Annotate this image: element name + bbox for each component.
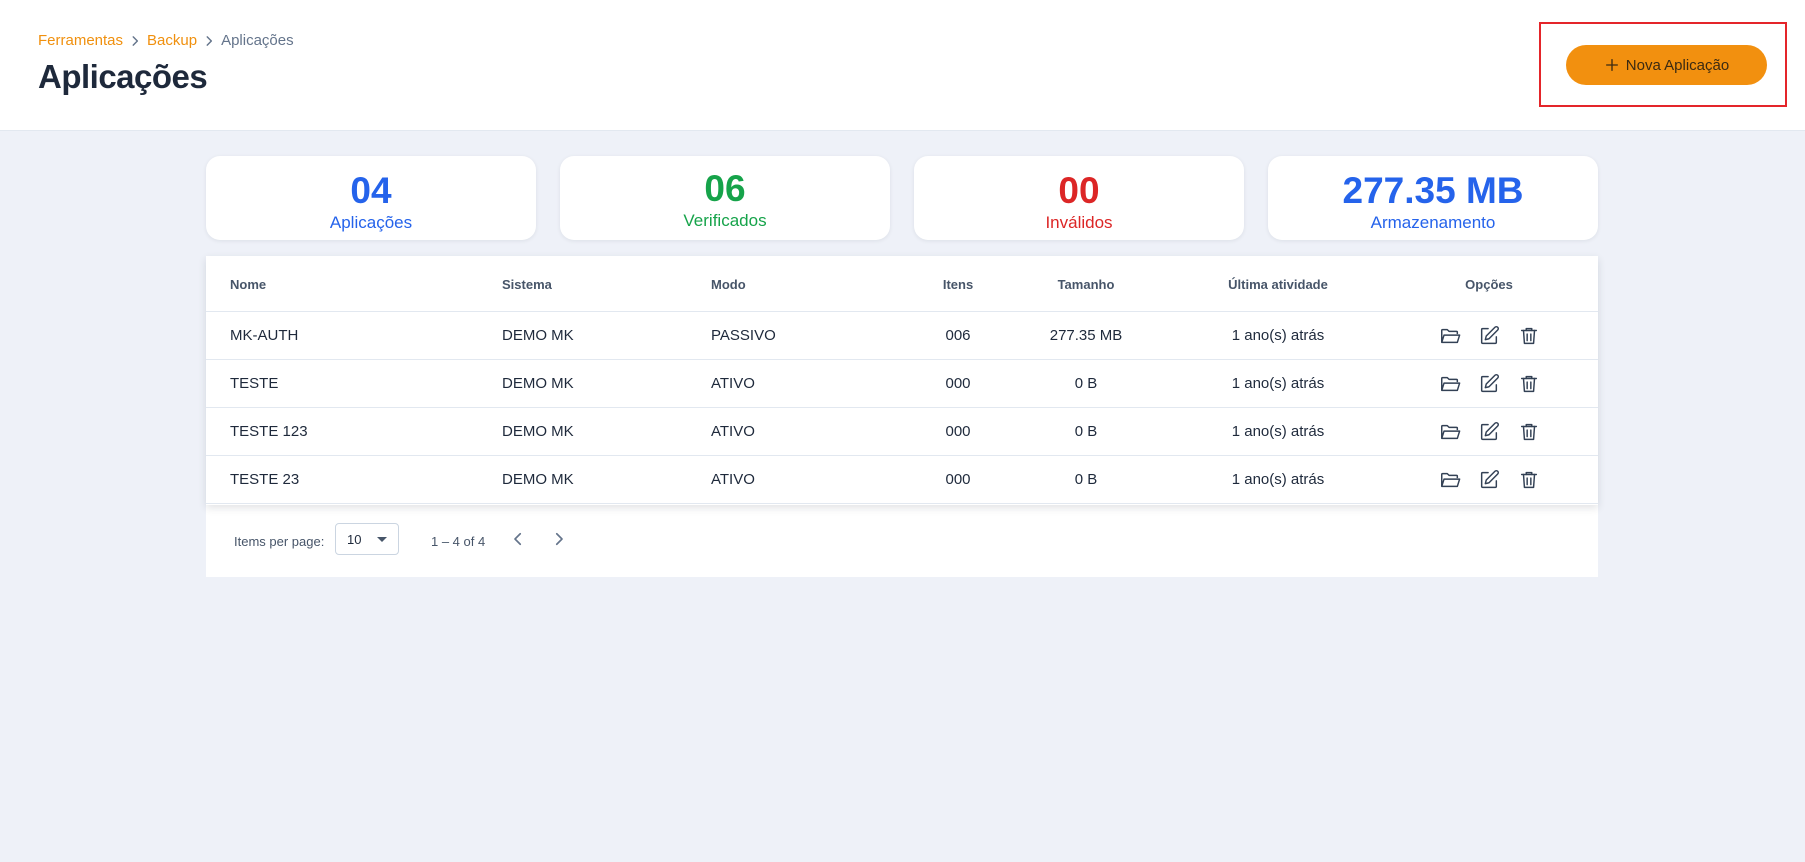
column-header-sistema[interactable]: Sistema (502, 277, 552, 292)
trash-icon[interactable] (1516, 371, 1542, 397)
paginator: Items per page: 10 1 – 4 of 4 (206, 505, 1598, 577)
cell-itens: 000 (945, 375, 971, 392)
cell-tamanho: 0 B (1074, 471, 1098, 488)
cell-ultima-atividade: 1 ano(s) atrás (1231, 423, 1325, 440)
cell-modo: ATIVO (711, 471, 755, 488)
cell-tamanho: 0 B (1074, 423, 1098, 440)
page-header: Ferramentas Backup Aplicações Aplicações… (0, 0, 1805, 131)
cell-ultima-atividade: 1 ano(s) atrás (1231, 471, 1325, 488)
folder-open-icon[interactable] (1437, 467, 1463, 493)
items-per-page-select[interactable]: 10 (335, 523, 399, 555)
column-header-tamanho[interactable]: Tamanho (1057, 277, 1115, 292)
stat-label: Verificados (683, 211, 767, 230)
stat-value: 04 (350, 170, 392, 211)
chevron-right-icon (555, 532, 563, 546)
edit-icon[interactable] (1476, 323, 1502, 349)
cell-nome: TESTE 23 (230, 471, 300, 488)
cell-itens: 000 (945, 423, 971, 440)
cell-nome: TESTE (230, 375, 279, 392)
edit-icon[interactable] (1476, 371, 1502, 397)
stat-value: 277.35 MB (1342, 170, 1524, 211)
stat-card-aplicacoes: 04 Aplicações (206, 156, 536, 240)
stat-card-invalidos: 00 Inválidos (914, 156, 1244, 240)
applications-table: Nome Sistema Modo Itens Tamanho Última a… (206, 256, 1598, 505)
table-row[interactable]: TESTE 123 DEMO MK ATIVO 000 0 B 1 ano(s)… (206, 408, 1598, 456)
folder-open-icon[interactable] (1437, 371, 1463, 397)
column-header-itens[interactable]: Itens (942, 277, 974, 292)
breadcrumb-aplicacoes: Aplicações (221, 32, 294, 49)
items-per-page-label: Items per page: (234, 534, 325, 549)
cell-modo: ATIVO (711, 375, 755, 392)
table-row[interactable]: TESTE DEMO MK ATIVO 000 0 B 1 ano(s) atr… (206, 360, 1598, 408)
stat-value: 00 (1058, 170, 1100, 211)
highlight-box (1539, 22, 1787, 107)
new-application-label: Nova Aplicação (1625, 56, 1730, 74)
page-range-label: 1 – 4 of 4 (431, 534, 486, 549)
plus-icon (1604, 57, 1620, 73)
trash-icon[interactable] (1516, 467, 1542, 493)
table-header: Nome Sistema Modo Itens Tamanho Última a… (206, 256, 1598, 312)
applications-table-card: Nome Sistema Modo Itens Tamanho Última a… (206, 256, 1598, 577)
new-application-button[interactable]: Nova Aplicação (1566, 45, 1767, 85)
folder-open-icon[interactable] (1437, 419, 1463, 445)
cell-sistema: DEMO MK (502, 375, 574, 392)
cell-ultima-atividade: 1 ano(s) atrás (1231, 375, 1325, 392)
trash-icon[interactable] (1516, 419, 1542, 445)
breadcrumb: Ferramentas Backup Aplicações (38, 32, 294, 49)
cell-nome: TESTE 123 (230, 423, 308, 440)
chevron-right-icon (123, 34, 147, 48)
cell-itens: 006 (945, 327, 971, 344)
stat-card-armazenamento: 277.35 MB Armazenamento (1268, 156, 1598, 240)
previous-page-button[interactable] (506, 527, 530, 551)
edit-icon[interactable] (1476, 419, 1502, 445)
cell-itens: 000 (945, 471, 971, 488)
items-per-page-value: 10 (347, 532, 362, 547)
cell-tamanho: 277.35 MB (1049, 327, 1123, 344)
cell-sistema: DEMO MK (502, 471, 574, 488)
column-header-opcoes: Opções (1465, 277, 1513, 292)
chevron-right-icon (197, 34, 221, 48)
column-header-ultima-atividade[interactable]: Última atividade (1228, 277, 1328, 292)
stat-label: Inválidos (1045, 213, 1113, 232)
stat-label: Aplicações (329, 213, 413, 232)
breadcrumb-ferramentas[interactable]: Ferramentas (38, 32, 124, 49)
stat-label: Armazenamento (1370, 213, 1496, 232)
edit-icon[interactable] (1476, 467, 1502, 493)
caret-down-icon (377, 537, 387, 542)
trash-icon[interactable] (1516, 323, 1542, 349)
column-header-nome[interactable]: Nome (230, 277, 267, 292)
cell-nome: MK-AUTH (230, 327, 299, 344)
cell-sistema: DEMO MK (502, 423, 574, 440)
cell-modo: PASSIVO (711, 327, 776, 344)
cell-modo: ATIVO (711, 423, 755, 440)
table-row[interactable]: MK-AUTH DEMO MK PASSIVO 006 277.35 MB 1 … (206, 312, 1598, 360)
folder-open-icon[interactable] (1437, 323, 1463, 349)
cell-ultima-atividade: 1 ano(s) atrás (1231, 327, 1325, 344)
stat-card-verificados: 06 Verificados (560, 156, 890, 240)
table-row[interactable]: TESTE 23 DEMO MK ATIVO 000 0 B 1 ano(s) … (206, 456, 1598, 504)
chevron-left-icon (514, 532, 522, 546)
next-page-button[interactable] (547, 527, 571, 551)
page-title: Aplicações (38, 58, 208, 95)
cell-sistema: DEMO MK (502, 327, 574, 344)
cell-tamanho: 0 B (1074, 375, 1098, 392)
breadcrumb-backup[interactable]: Backup (147, 32, 198, 49)
stat-value: 06 (704, 168, 746, 209)
column-header-modo[interactable]: Modo (711, 277, 746, 292)
